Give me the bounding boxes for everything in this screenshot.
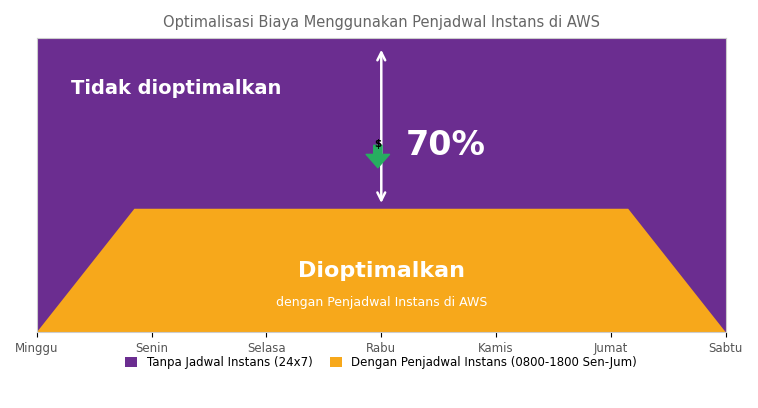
Text: $: $ [374,139,381,149]
Legend: Tanpa Jadwal Instans (24x7), Dengan Penjadwal Instans (0800-1800 Sen-Jum): Tanpa Jadwal Instans (24x7), Dengan Penj… [121,351,642,373]
Text: Tidak dioptimalkan: Tidak dioptimalkan [71,79,281,98]
Polygon shape [36,209,726,333]
Title: Optimalisasi Biaya Menggunakan Penjadwal Instans di AWS: Optimalisasi Biaya Menggunakan Penjadwal… [163,15,600,30]
Text: Dioptimalkan: Dioptimalkan [298,261,465,281]
Text: dengan Penjadwal Instans di AWS: dengan Penjadwal Instans di AWS [276,296,487,309]
Text: 70%: 70% [406,129,485,162]
